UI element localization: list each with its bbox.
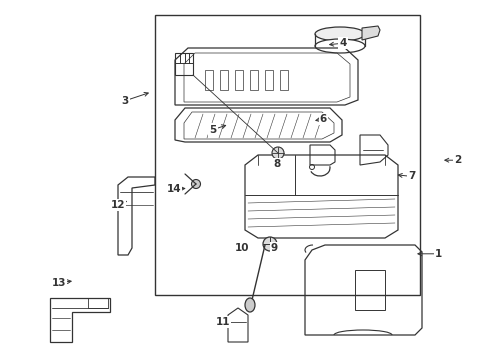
Polygon shape [362, 26, 380, 40]
Ellipse shape [192, 180, 200, 189]
Text: 11: 11 [216, 317, 230, 327]
Text: 5: 5 [210, 125, 217, 135]
Text: 9: 9 [271, 243, 278, 253]
Ellipse shape [263, 237, 277, 251]
Ellipse shape [315, 27, 365, 41]
Text: 13: 13 [51, 278, 66, 288]
Text: 8: 8 [273, 159, 280, 169]
Text: 3: 3 [122, 96, 128, 106]
Text: 2: 2 [455, 155, 462, 165]
Text: 4: 4 [339, 38, 347, 48]
Ellipse shape [315, 39, 365, 53]
Text: 10: 10 [235, 243, 250, 253]
Ellipse shape [272, 147, 284, 159]
Text: 6: 6 [320, 114, 327, 124]
Text: 1: 1 [435, 249, 442, 259]
Text: 7: 7 [408, 171, 416, 181]
Ellipse shape [245, 298, 255, 312]
Text: 14: 14 [167, 184, 181, 194]
Text: 12: 12 [110, 200, 125, 210]
